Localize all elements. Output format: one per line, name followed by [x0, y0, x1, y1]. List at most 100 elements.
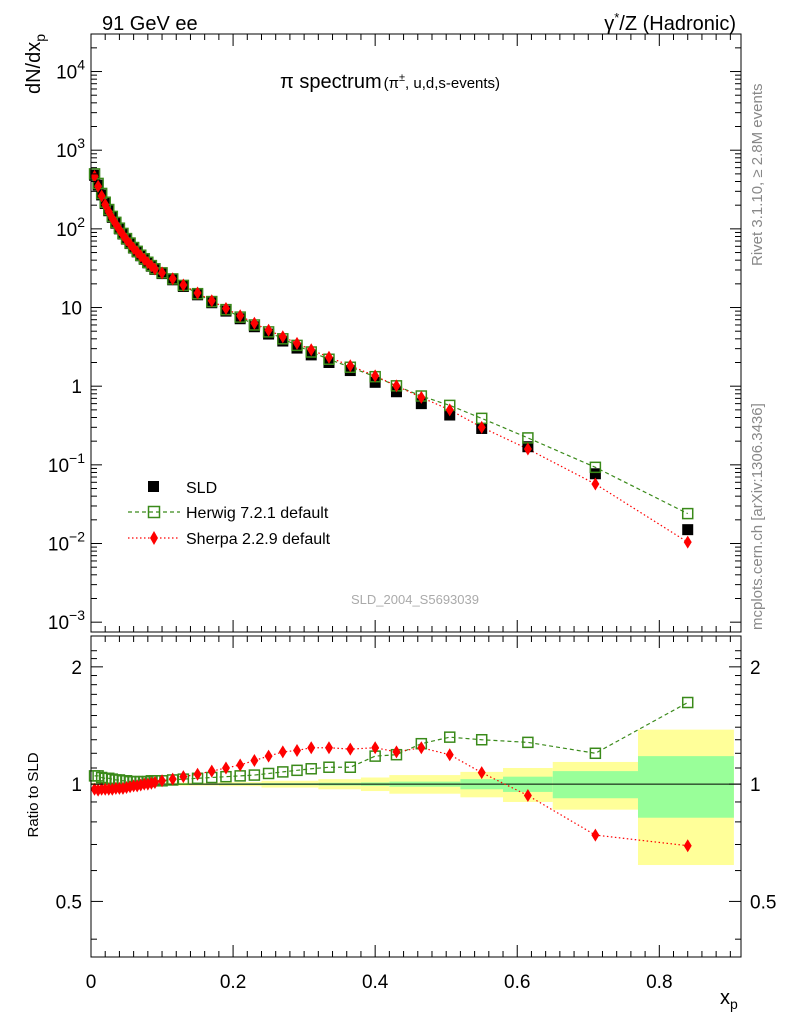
ratio-sherpa-point: [221, 761, 230, 775]
main-panel-frame: [90, 33, 742, 633]
herwig-point: [589, 461, 602, 474]
ratio-y-axis-label: Ratio to SLD: [25, 752, 42, 837]
ratio-herwig-point: [323, 761, 335, 773]
ratio-sherpa-point: [150, 775, 159, 789]
sherpa-point: [97, 189, 106, 203]
legend-herwig-label: Herwig 7.2.1 default: [186, 505, 329, 522]
ratio-uncertainty-bands: [91, 729, 741, 866]
ratio-sherpa-point: [193, 767, 202, 781]
ratio-xtick-label: 0.8: [646, 972, 672, 993]
ratio-sherpa-point: [250, 753, 259, 767]
header-left: 91 GeV ee: [102, 13, 198, 35]
ratio-sherpa-point: [307, 741, 316, 755]
legend-sherpa-label: Sherpa 2.2.9 default: [186, 531, 331, 548]
ratio-herwig-point: [681, 696, 694, 709]
main-ytick-label: 10−2: [48, 529, 85, 556]
ratio-sherpa-point: [168, 772, 177, 786]
sherpa-point: [445, 403, 454, 417]
main-panel-axes: 10−3 10−2 10−1 1 10 102 103 104: [48, 33, 742, 634]
sherpa-point: [417, 390, 426, 404]
sherpa-point: [158, 266, 167, 280]
sherpa-point: [392, 379, 401, 393]
ratio-ytick-label-left: 2: [71, 658, 82, 679]
ratio-herwig-point: [262, 767, 275, 780]
sherpa-point: [90, 169, 99, 183]
ratio-xtick-label: 0: [86, 972, 97, 993]
legend-sld-label: SLD: [186, 480, 217, 497]
ratio-ytick-label-right: 1: [750, 775, 761, 796]
main-panel-series: [88, 168, 694, 549]
sherpa-point: [307, 343, 316, 357]
ratio-herwig-point: [305, 763, 317, 775]
ratio-sherpa-point: [591, 828, 600, 842]
sherpa-point: [168, 272, 177, 286]
sld-point: [682, 524, 694, 536]
sherpa-point: [94, 179, 103, 193]
sherpa-point: [523, 442, 532, 456]
ratio-xtick-label: 0.6: [504, 972, 530, 993]
ratio-herwig-point: [277, 766, 289, 778]
ratio-panel-series: [88, 696, 694, 853]
x-axis-label: xp: [720, 987, 738, 1012]
y-axis-label: dN/dxp: [23, 34, 48, 94]
ratio-herwig-point: [522, 736, 534, 749]
legend-herwig-marker: [147, 505, 161, 519]
sherpa-point: [683, 535, 692, 549]
sherpa-point: [221, 302, 230, 316]
main-title: π spectrum (π±, u,d,s-events): [280, 71, 500, 93]
sherpa-point: [236, 309, 245, 323]
sherpa-point: [293, 336, 302, 350]
sld-point: [589, 468, 601, 480]
sherpa-point: [179, 278, 188, 292]
herwig-point: [681, 507, 694, 520]
sherpa-point: [193, 286, 202, 300]
ratio-sherpa-point: [324, 741, 333, 755]
sherpa-point: [101, 198, 110, 212]
ratio-xtick-label: 0.4: [362, 972, 389, 993]
ratio-herwig-point: [248, 769, 261, 781]
legend-sld-marker: [148, 481, 159, 492]
sherpa-point: [150, 262, 159, 276]
ratio-band-inner: [552, 771, 638, 799]
ratio-sherpa-point: [264, 749, 273, 763]
main-ytick-label: 1: [71, 377, 82, 398]
sherpa-point: [346, 359, 355, 373]
header-right: γ*/Z (Hadronic): [604, 10, 736, 35]
ratio-sherpa-point: [477, 766, 486, 780]
ratio-sherpa-point: [683, 839, 692, 853]
sherpa-point: [591, 477, 600, 491]
sherpa-line: [93, 176, 689, 543]
sherpa-point: [324, 350, 333, 364]
sherpa-point: [264, 323, 273, 337]
mcplots-label: mcplots.cern.ch [arXiv:1306.3436]: [749, 403, 766, 630]
ratio-sherpa-point: [278, 745, 287, 759]
ratio-herwig-point: [291, 764, 303, 777]
ratio-sherpa-point: [417, 741, 426, 755]
legend: SLD Herwig 7.2.1 default Sherpa 2.2.9 de…: [128, 480, 331, 548]
main-ytick-label: 10−1: [48, 450, 85, 477]
main-ytick-label: 10: [61, 299, 82, 320]
sherpa-point: [278, 330, 287, 344]
sherpa-point: [250, 316, 259, 330]
ratio-sherpa-point: [346, 742, 355, 756]
ratio-herwig-point: [443, 731, 456, 743]
ratio-ytick-label-right: 0.5: [750, 892, 776, 913]
ratio-sherpa-point: [179, 770, 188, 784]
main-ytick-label: 104: [56, 57, 85, 84]
ratio-sherpa-point: [293, 743, 302, 757]
ratio-ytick-label-left: 1: [71, 775, 82, 796]
ratio-herwig-point: [344, 761, 357, 773]
main-ytick-label: 102: [56, 214, 85, 241]
rivet-label: Rivet 3.1.10, ≥ 2.8M events: [749, 84, 766, 267]
ratio-xtick-label: 0.2: [220, 972, 246, 993]
legend-sherpa-marker: [150, 531, 158, 545]
main-ytick-label: 10−3: [48, 607, 85, 634]
ratio-panel-frame: [90, 635, 742, 958]
sherpa-point: [477, 420, 486, 434]
ratio-ytick-label-left: 0.5: [56, 892, 82, 913]
ratio-sherpa-point: [158, 774, 167, 788]
ratio-sherpa-point: [392, 745, 401, 759]
ratio-ytick-label-right: 2: [750, 658, 761, 679]
watermark: SLD_2004_S5693039: [351, 592, 479, 607]
